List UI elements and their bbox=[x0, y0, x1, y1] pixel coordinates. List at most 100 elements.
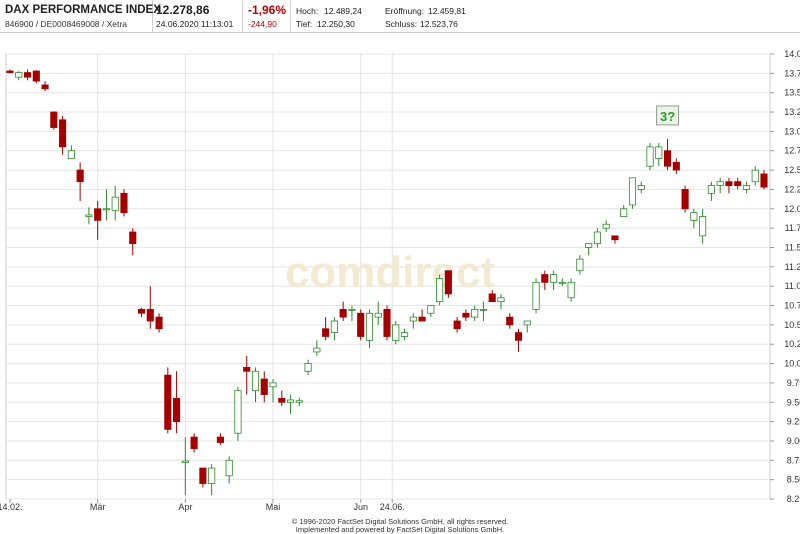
powered-by-line: Implemented and powered by FactSet Digit… bbox=[295, 525, 505, 534]
candle-body bbox=[628, 177, 637, 206]
annotation-label: 3? bbox=[660, 109, 675, 124]
y-tick-label: 13.500 bbox=[784, 88, 800, 98]
quote-header: DAX PERFORMANCE INDEX 846900 / DE0008469… bbox=[0, 0, 800, 33]
low-label: Tief: bbox=[296, 19, 313, 29]
last-price: 12.278,86 bbox=[156, 3, 210, 17]
y-tick-label: 8.750 bbox=[787, 455, 800, 465]
candle-body bbox=[111, 196, 119, 211]
close-label: Schluss: bbox=[385, 19, 418, 29]
candle-body bbox=[611, 235, 619, 241]
candle-body bbox=[444, 270, 452, 295]
candle-body bbox=[506, 316, 514, 326]
candle-body bbox=[146, 308, 154, 322]
candle-body bbox=[699, 216, 707, 237]
instrument-title: DAX PERFORMANCE INDEX bbox=[5, 4, 161, 16]
y-tick-label: 8.500 bbox=[787, 475, 800, 485]
candle-body bbox=[681, 189, 689, 210]
candle-body bbox=[251, 370, 260, 392]
candle-body bbox=[383, 308, 391, 337]
y-tick-label: 12.000 bbox=[784, 204, 800, 214]
y-tick-label: 12.250 bbox=[784, 184, 800, 194]
y-tick-label: 9.750 bbox=[787, 378, 800, 388]
y-tick-label: 10.750 bbox=[784, 301, 800, 311]
candle-body bbox=[287, 399, 295, 403]
candle-body bbox=[173, 397, 181, 423]
candle-body bbox=[181, 460, 189, 464]
price-cell: 12.278,86 24.06.2020 11:13:01 bbox=[152, 0, 243, 32]
candle-body bbox=[672, 161, 680, 171]
plot-area bbox=[5, 53, 771, 500]
change-absolute: -244,90 bbox=[248, 19, 277, 29]
candle-body bbox=[655, 146, 663, 159]
candle-body bbox=[41, 84, 49, 90]
candle-body bbox=[400, 332, 409, 337]
candle-body bbox=[725, 181, 733, 186]
candle-body bbox=[374, 312, 382, 318]
candle-body bbox=[593, 231, 601, 245]
candle-body bbox=[85, 214, 93, 217]
candle-body bbox=[15, 72, 23, 78]
x-tick-label: Apr bbox=[178, 502, 192, 512]
candle-body bbox=[278, 397, 286, 403]
candle-body bbox=[208, 467, 216, 484]
low-value: 12.250,30 bbox=[317, 19, 355, 29]
candle-body bbox=[558, 281, 566, 284]
candle-body bbox=[269, 382, 277, 388]
candle-body bbox=[59, 119, 67, 148]
candle-body bbox=[602, 223, 610, 229]
copyright-line: © 1996-2020 FactSet Digital Solutions Gm… bbox=[291, 517, 509, 526]
instrument-identifiers: 846900 / DE0008469008 / Xetra bbox=[5, 19, 127, 29]
y-tick-label: 10.500 bbox=[784, 320, 800, 330]
candle-body bbox=[541, 274, 549, 283]
candle-body bbox=[330, 320, 338, 334]
candle-body bbox=[216, 436, 224, 443]
y-tick-label: 11.500 bbox=[785, 242, 800, 252]
candle-body bbox=[32, 70, 40, 82]
candle-body bbox=[751, 169, 759, 183]
candle-body bbox=[532, 281, 540, 310]
y-tick-label: 11.250 bbox=[785, 262, 800, 272]
candle-body bbox=[707, 185, 715, 194]
y-tick-label: 10.000 bbox=[784, 359, 800, 369]
annotation-box bbox=[656, 105, 680, 126]
y-tick-label: 13.000 bbox=[784, 126, 800, 136]
candle-body bbox=[94, 208, 102, 221]
candle-body bbox=[23, 72, 32, 78]
candle-body bbox=[322, 328, 330, 337]
candle-body bbox=[576, 258, 584, 272]
candle-body bbox=[50, 111, 58, 128]
y-tick-label: 14.000 bbox=[784, 49, 800, 59]
candle-body bbox=[120, 192, 128, 214]
candle-body bbox=[225, 459, 233, 477]
ohlc-cell: Hoch: 12.489,24 Eröffnung: 12.459,81 Tie… bbox=[290, 0, 500, 32]
candle-body bbox=[418, 316, 426, 322]
candle-body bbox=[67, 150, 75, 159]
candle-body bbox=[234, 390, 242, 434]
open-value: 12.459,81 bbox=[428, 6, 466, 16]
x-tick-label: 24.06. bbox=[380, 502, 405, 512]
candle-body bbox=[137, 308, 146, 314]
y-tick-label: 9.000 bbox=[787, 436, 800, 446]
candle-body bbox=[348, 308, 356, 311]
candle-body bbox=[585, 243, 593, 248]
y-tick-label: 13.750 bbox=[784, 68, 800, 78]
candle-body bbox=[76, 169, 84, 183]
quote-timestamp: 24.06.2020 11:13:01 bbox=[156, 19, 234, 29]
candle-body bbox=[164, 374, 172, 430]
y-tick-label: 10.250 bbox=[784, 339, 800, 349]
comdirect-watermark: comdirect bbox=[285, 248, 496, 297]
candle-body bbox=[243, 367, 251, 372]
candle-body bbox=[567, 281, 575, 299]
change-percent: -1,96% bbox=[248, 3, 287, 17]
candle-body bbox=[313, 347, 321, 353]
candle-body bbox=[497, 297, 505, 303]
y-tick-label: 12.500 bbox=[784, 165, 800, 175]
candle-body bbox=[409, 316, 417, 322]
candle-body bbox=[514, 332, 523, 341]
candle-body bbox=[129, 231, 137, 245]
candle-body bbox=[102, 208, 110, 211]
candle-body bbox=[427, 305, 435, 314]
close-value: 12.523,76 bbox=[420, 19, 458, 29]
y-tick-label: 8.250 bbox=[787, 494, 800, 504]
candle-body bbox=[392, 324, 400, 341]
